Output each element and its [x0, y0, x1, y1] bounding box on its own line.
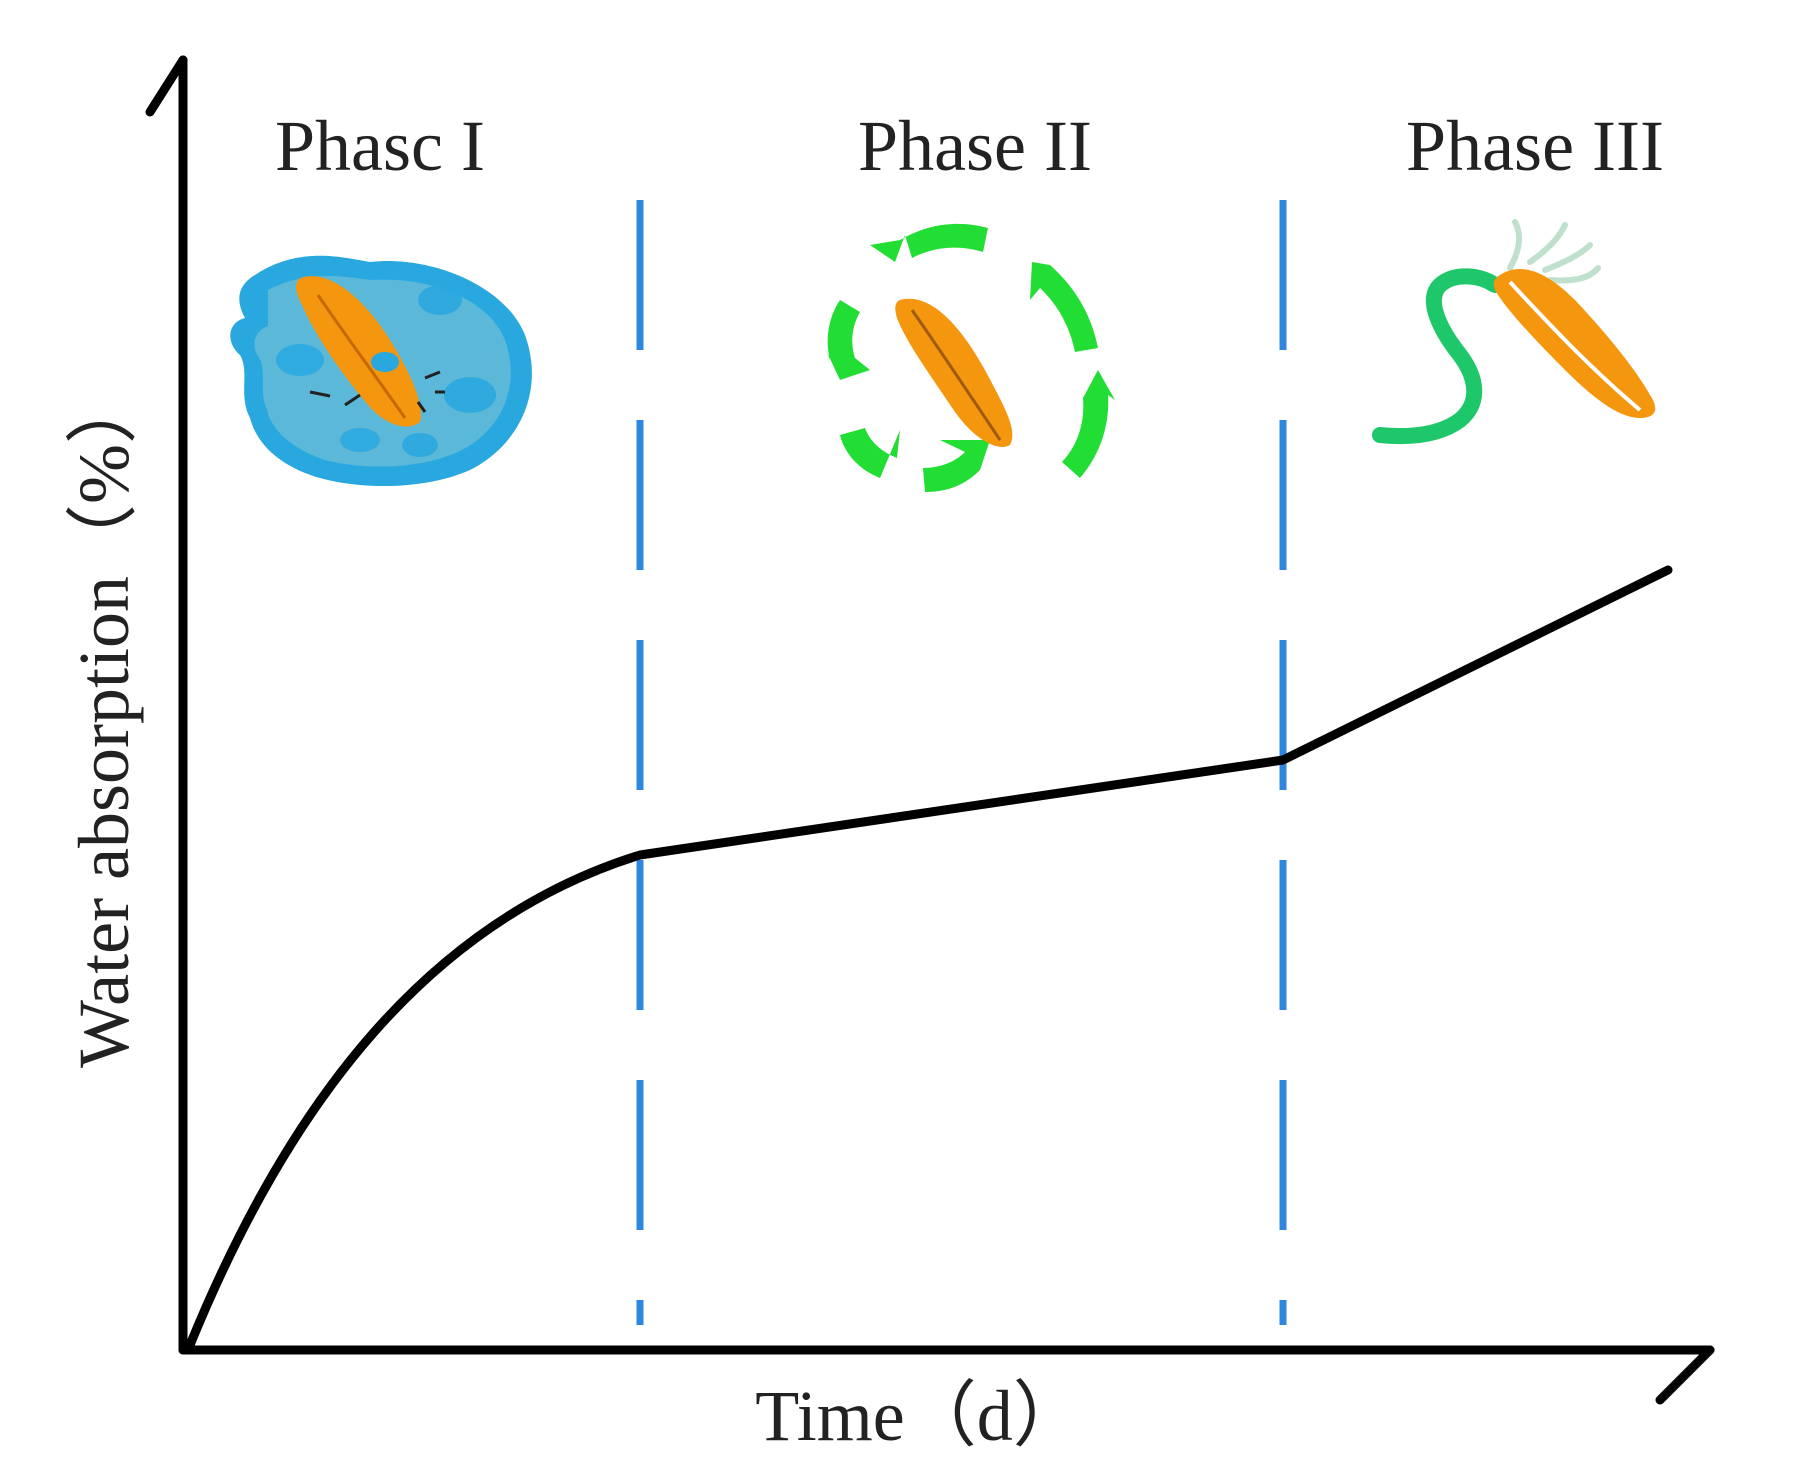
seed-in-water-icon [230, 255, 532, 487]
phase-1-label: Phasc I [275, 106, 485, 186]
germinating-seed-icon [1372, 219, 1656, 445]
phase-3-label: Phase III [1406, 106, 1664, 186]
seed-metabolism-cycle-icon [825, 223, 1115, 492]
y-axis-arrow-icon [145, 55, 188, 117]
x-axis-label: Time（d） [755, 1376, 1084, 1456]
x-axis-arrow-icon [1655, 1345, 1715, 1405]
axes [145, 55, 1715, 1405]
absorption-curve [185, 565, 1673, 1350]
y-axis-label: Water absorption（%） [64, 372, 144, 1068]
phase-2-label: Phase II [858, 106, 1092, 186]
